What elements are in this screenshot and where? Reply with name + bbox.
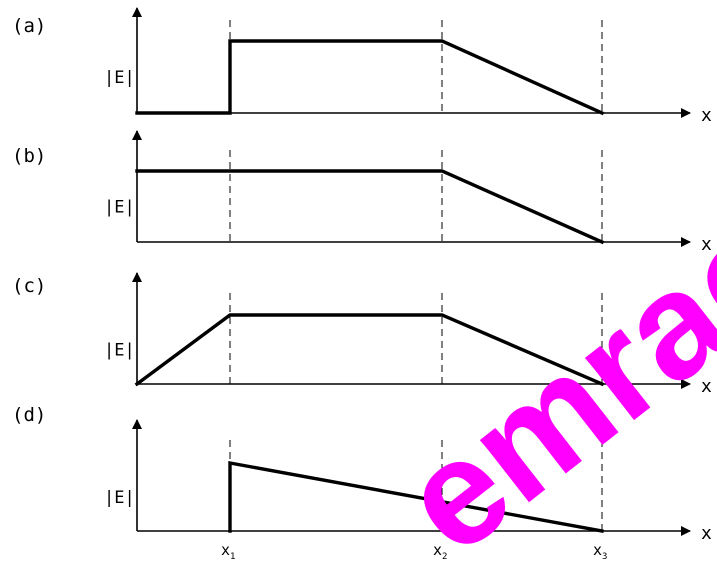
y-axis-label: |E| — [104, 341, 135, 361]
panel-label: (b) — [12, 145, 46, 167]
panel-label: (d) — [12, 404, 46, 426]
x-tick-label: x1 — [221, 541, 235, 562]
panel-label: (c) — [12, 275, 46, 297]
panel-d: (d) |E| x x1 x2 x3 — [12, 404, 712, 562]
watermark-text: emrao — [371, 176, 717, 565]
series-line — [135, 169, 605, 245]
panel-b: (b) |E| x — [12, 130, 712, 255]
x-tick-label: x3 — [593, 541, 607, 562]
x-axis-label: x — [701, 105, 712, 126]
series-line — [228, 460, 604, 533]
panel-label: (a) — [12, 15, 46, 37]
y-axis-label: |E| — [104, 488, 135, 508]
y-axis-label: |E| — [104, 68, 135, 88]
panel-c: (c) |E| x — [12, 272, 712, 397]
x-axis-label: x — [701, 234, 712, 255]
series-line — [134, 313, 605, 387]
y-axis-label: |E| — [104, 198, 135, 218]
watermark-logo: emrao — [371, 176, 717, 565]
x-axis-label: x — [701, 523, 712, 544]
panel-a: (a) |E| x — [12, 7, 712, 126]
x-tick-label: x2 — [433, 541, 447, 562]
x-axis-label: x — [701, 376, 712, 397]
series-line — [135, 39, 605, 116]
panels: (a) |E| x (b) |E| x (c) |E| x (d) |E| x x1 x2 x3 — [12, 7, 712, 562]
